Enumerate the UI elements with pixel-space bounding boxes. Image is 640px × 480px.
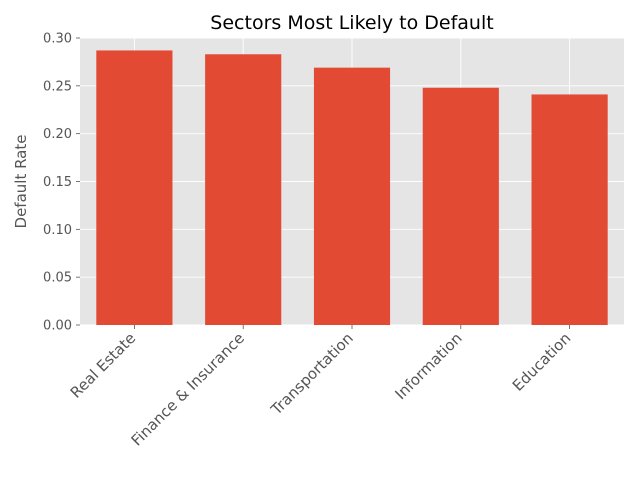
- y-tick-label: 0.25: [43, 79, 72, 94]
- x-tick-label: Education: [509, 329, 575, 395]
- chart-title: Sectors Most Likely to Default: [210, 12, 493, 34]
- x-tick-label: Information: [391, 329, 465, 403]
- bar: [205, 54, 282, 325]
- y-axis-ticks: 0.00 0.05 0.10 0.15 0.20 0.25 0.30: [43, 32, 80, 334]
- bar: [422, 87, 499, 325]
- x-tick-label: Finance & Insurance: [128, 329, 248, 449]
- bars: [96, 50, 608, 326]
- y-tick-label: 0.20: [43, 127, 72, 142]
- y-tick-label: 0.10: [43, 223, 72, 238]
- y-tick-label: 0.00: [43, 319, 72, 334]
- y-tick-label: 0.15: [43, 175, 72, 190]
- x-tick-label: Real Estate: [67, 329, 140, 402]
- bar: [96, 50, 173, 325]
- bar: [531, 94, 608, 326]
- bar: [313, 67, 391, 325]
- y-axis-label: Default Rate: [12, 135, 30, 229]
- x-tick-label: Transportation: [267, 329, 357, 419]
- y-tick-label: 0.05: [43, 271, 72, 286]
- y-tick-label: 0.30: [43, 32, 72, 47]
